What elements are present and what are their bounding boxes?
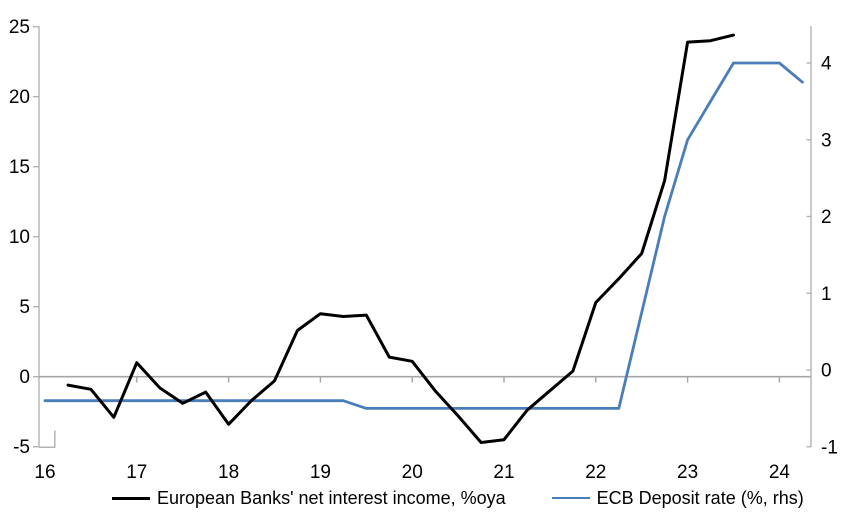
ecb-rate-series-line (43, 61, 804, 410)
left-axis-tick-label: 20 (9, 87, 30, 108)
right-axis-tick-label: 1 (821, 284, 832, 305)
ecb-line-swatch-icon (551, 497, 590, 499)
left-axis-tick-label: 15 (9, 157, 30, 178)
left-axis-tick-label: 25 (9, 17, 30, 38)
nii-line-swatch-icon (112, 496, 150, 500)
left-axis-tick-label: 5 (19, 297, 30, 318)
x-axis-tick-label: 16 (34, 462, 55, 483)
x-axis-tick-label: 24 (769, 462, 791, 483)
nii-series-line (66, 33, 735, 444)
left-axis-tick-label: 0 (19, 367, 30, 388)
x-axis-tick-label: 18 (218, 462, 239, 483)
x-axis-tick-label: 23 (677, 462, 698, 483)
right-axis-tick-label: 2 (821, 207, 832, 228)
x-axis-tick-label: 19 (310, 462, 331, 483)
right-axis-tick-label: 4 (821, 54, 832, 75)
right-axis-tick-label: 3 (821, 130, 832, 151)
legend-label-nii: European Banks' net interest income, %oy… (157, 488, 506, 508)
legend-label-ecb: ECB Deposit rate (%, rhs) (596, 488, 804, 508)
x-axis-tick-label: 22 (585, 462, 606, 483)
legend-item-ecb: ECB Deposit rate (%, rhs) (551, 488, 804, 508)
x-axis-tick-label: 20 (402, 462, 423, 483)
x-axis-tick-label: 17 (126, 462, 147, 483)
left-axis-tick-label: -5 (13, 437, 30, 458)
x-axis-tick-label: 21 (493, 462, 514, 483)
legend: European Banks' net interest income, %oy… (112, 489, 804, 507)
left-axis-tick-label: 10 (9, 227, 30, 248)
legend-item-nii: European Banks' net interest income, %oy… (112, 489, 506, 507)
right-axis-tick-label: -1 (821, 437, 838, 458)
right-axis-tick-label: 0 (821, 361, 832, 382)
